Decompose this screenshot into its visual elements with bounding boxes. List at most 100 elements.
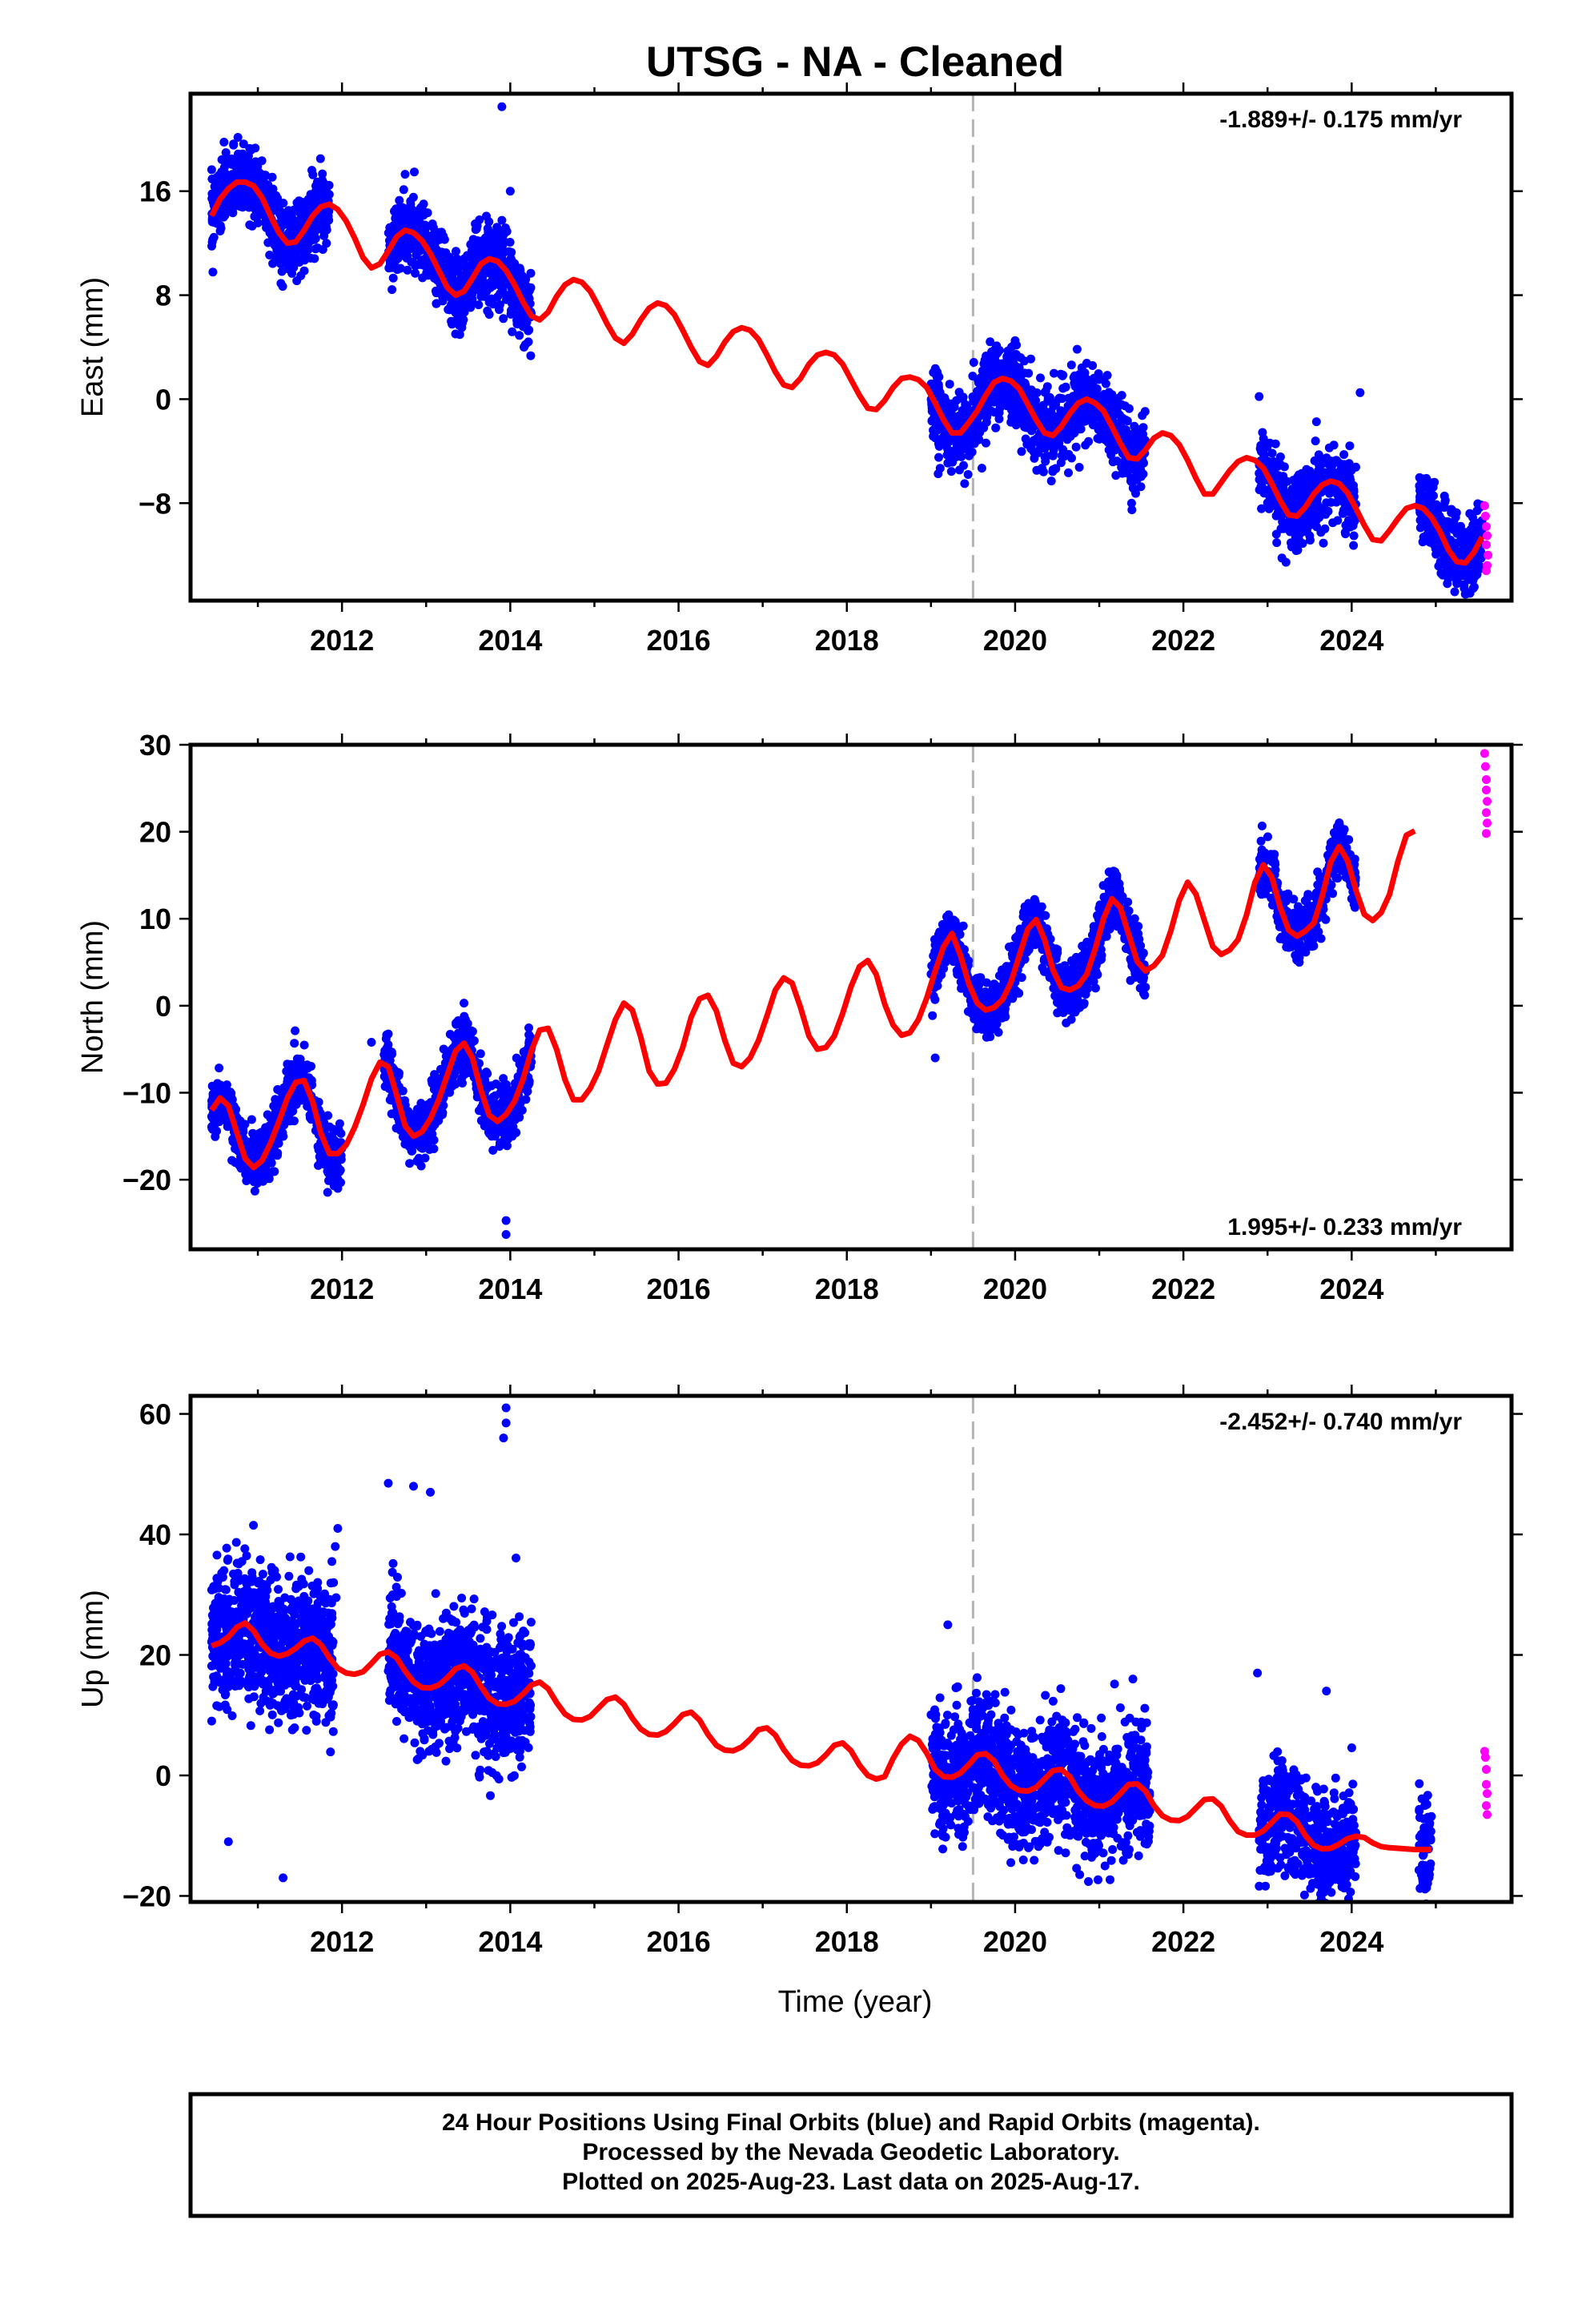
x-tick-label: 2012 (310, 624, 374, 657)
data-point (290, 1066, 299, 1076)
data-point (1294, 501, 1303, 511)
data-point (238, 200, 247, 210)
data-point (1094, 434, 1104, 444)
data-point (221, 148, 231, 158)
data-point (934, 469, 943, 479)
data-point (1267, 448, 1277, 458)
data-point (305, 1111, 315, 1120)
data-point (1332, 456, 1342, 465)
data-point (282, 1067, 291, 1076)
data-point (1465, 509, 1475, 518)
data-point (1275, 452, 1285, 461)
data-point (497, 102, 507, 111)
data-point (1010, 336, 1020, 345)
data-point (245, 1168, 255, 1177)
data-point (524, 326, 533, 336)
data-point (1311, 417, 1321, 427)
data-point (474, 300, 484, 310)
data-point (524, 1023, 533, 1032)
data-point (408, 192, 418, 202)
data-point (222, 1116, 231, 1126)
data-point (416, 1161, 426, 1171)
data-point (1100, 425, 1110, 435)
x-tick-label: 2022 (1151, 624, 1215, 657)
data-point (931, 421, 941, 431)
data-point (1439, 549, 1448, 558)
data-point (945, 380, 954, 389)
data-point (1339, 450, 1349, 460)
data-point (440, 289, 449, 299)
data-point (1014, 406, 1024, 415)
data-point (1138, 411, 1147, 420)
data-point (1108, 457, 1118, 467)
data-point (456, 1076, 466, 1086)
data-point (526, 351, 536, 360)
data-point (1042, 382, 1052, 392)
data-point (280, 259, 289, 267)
data-point (1066, 360, 1076, 370)
data-point (512, 298, 521, 308)
data-point (472, 239, 482, 248)
data-point (411, 1118, 420, 1128)
data-point (1329, 440, 1339, 450)
data-point (428, 1079, 437, 1088)
data-point (1332, 489, 1342, 499)
data-point (1124, 404, 1134, 413)
data-point (250, 1186, 259, 1196)
rapid-point (1481, 521, 1491, 531)
data-point (1021, 434, 1030, 444)
data-point (1451, 525, 1460, 534)
data-point (1064, 427, 1074, 436)
data-point (1050, 368, 1058, 378)
data-point (323, 1111, 333, 1120)
data-point (406, 199, 416, 209)
data-point (1082, 359, 1091, 368)
data-point (1306, 511, 1315, 521)
y-tick-label: 0 (155, 383, 171, 416)
data-point (954, 388, 964, 397)
data-point (1102, 371, 1112, 380)
data-point (270, 1167, 279, 1176)
data-point (313, 192, 323, 202)
data-point (456, 1056, 466, 1066)
data-point (1434, 561, 1443, 571)
data-point (1316, 528, 1326, 537)
data-point (250, 1148, 259, 1157)
data-point (1131, 467, 1141, 476)
data-point (1443, 579, 1452, 589)
data-point (207, 165, 216, 175)
north-panel: 2012 2014 2016 2018 2020 2022 20243020100−10−2… (76, 729, 1523, 1305)
data-point (1457, 603, 1466, 612)
data-point (952, 437, 961, 447)
data-point (952, 396, 962, 405)
data-point (276, 279, 286, 288)
data-point (504, 259, 513, 269)
data-point (446, 263, 456, 273)
data-point (508, 327, 517, 336)
data-point (994, 386, 1003, 396)
data-point (228, 207, 238, 217)
data-point (473, 247, 483, 256)
data-point (1020, 368, 1030, 378)
data-point (1351, 462, 1360, 472)
data-point (481, 1068, 491, 1077)
data-point (467, 255, 476, 264)
data-point (452, 1019, 461, 1029)
data-point (445, 1030, 455, 1039)
data-point (1051, 400, 1061, 409)
data-point (1136, 482, 1146, 492)
data-point (258, 1166, 267, 1176)
data-point (1110, 403, 1120, 412)
data-point (308, 170, 318, 179)
data-point (930, 382, 939, 392)
data-point (279, 199, 288, 208)
data-point (476, 1116, 486, 1125)
y-tick-label: 8 (155, 279, 171, 312)
data-point (283, 1059, 292, 1069)
data-point (451, 281, 460, 291)
data-point (261, 216, 271, 225)
data-point (993, 397, 1002, 406)
data-point (311, 220, 321, 230)
data-point (497, 215, 507, 225)
